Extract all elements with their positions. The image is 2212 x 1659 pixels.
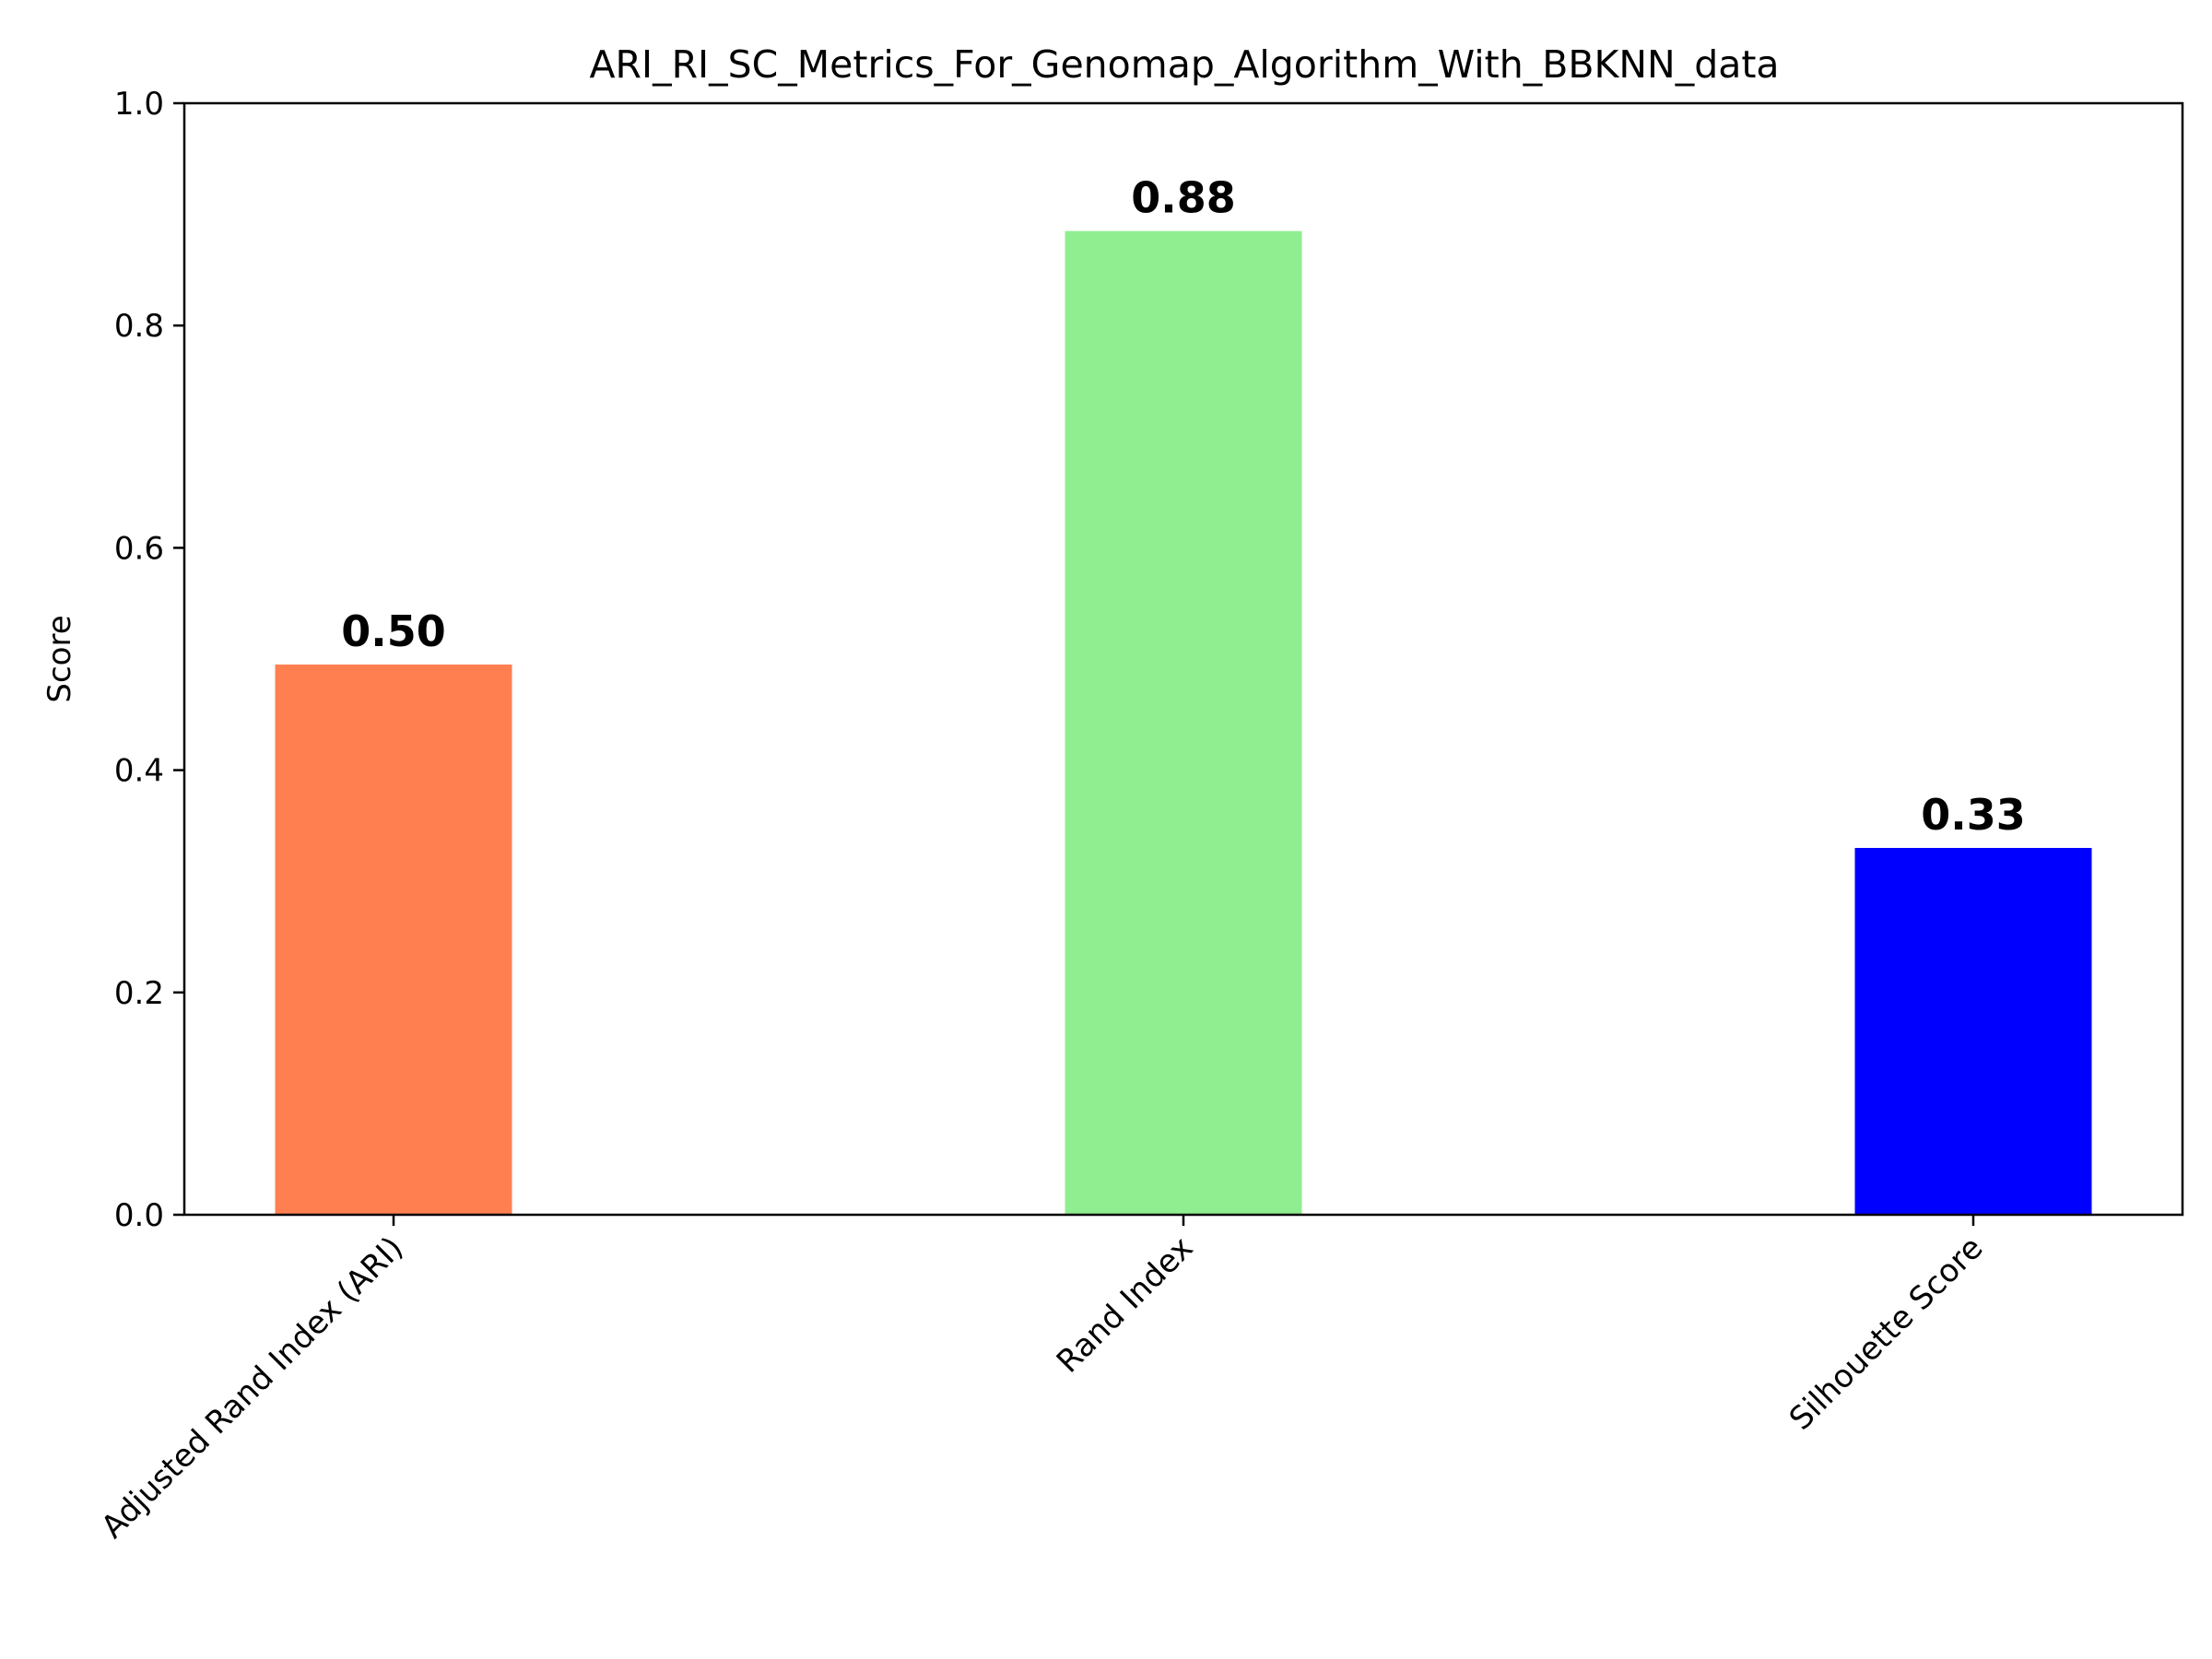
y-tick-label: 0.2 [114,975,164,1012]
x-axis-ticks: Adjusted Rand Index (ARI) Rand Index Silho… [94,1215,1990,1546]
x-tick-label: Silhouette Score [1783,1230,1991,1438]
y-axis-ticks: 0.0 0.2 0.4 0.6 0.8 1.0 [114,86,184,1234]
x-tick-label: Rand Index [1050,1230,1201,1381]
y-tick-label: 0.6 [114,530,164,567]
value-labels: 0.50 0.88 0.33 [341,173,2026,840]
bar-value-label: 0.33 [1921,790,2026,840]
x-tick-label: Adjusted Rand Index (ARI) [94,1230,410,1546]
bar-value-label: 0.88 [1131,173,1236,223]
y-axis-label: Score [41,615,78,702]
bar [1854,848,2092,1215]
bar [275,665,512,1215]
plot-frame [182,101,2184,1217]
y-tick-label: 1.0 [114,86,164,123]
y-tick-label: 0.4 [114,753,164,790]
bar [1065,230,1302,1216]
y-tick-label: 0.0 [114,1197,164,1234]
y-tick-label: 0.8 [114,308,164,345]
bars [275,230,2092,1216]
chart-title: ARI_RI_SC_Metrics_For_Genomap_Algorithm_… [589,42,1779,87]
bar-value-label: 0.50 [341,606,446,656]
